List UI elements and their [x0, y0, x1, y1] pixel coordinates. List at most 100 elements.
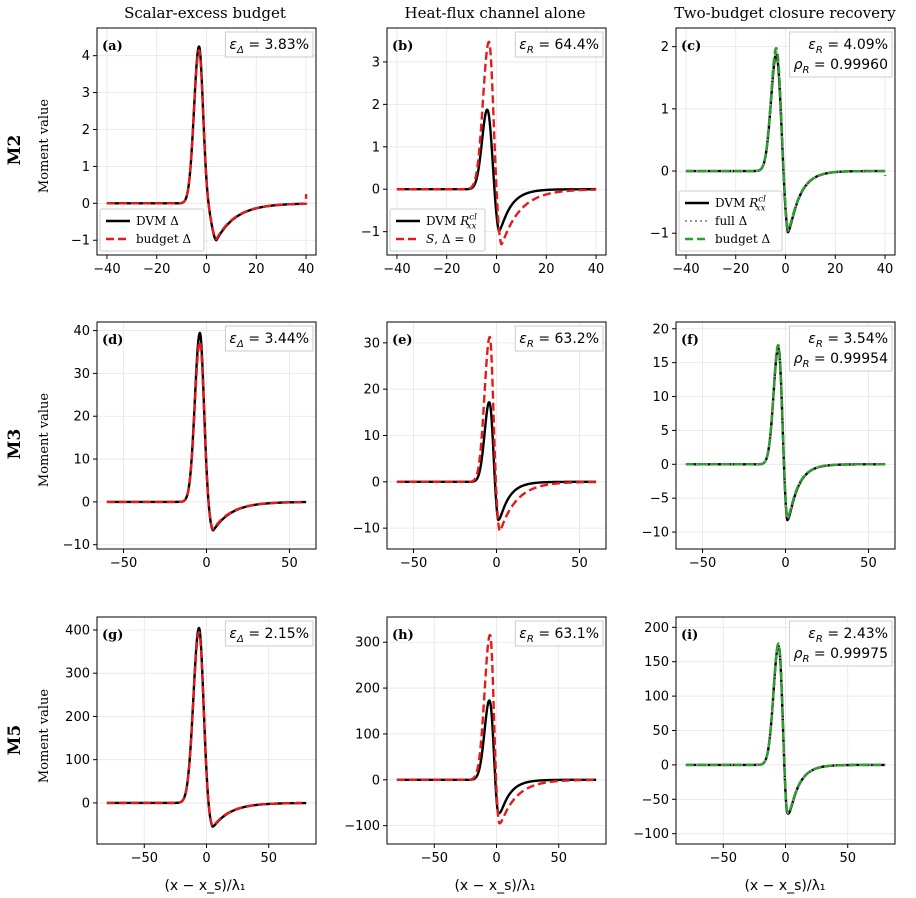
- y-tick-label: 50: [652, 724, 669, 739]
- metric-annotation: εR = 64.4%: [514, 31, 604, 58]
- panel-label: (c): [681, 39, 701, 54]
- x-tick-label: −40: [93, 262, 120, 277]
- x-tick-label: 0: [781, 262, 789, 277]
- y-tick-label: 30: [363, 336, 380, 351]
- panel-label: (i): [681, 628, 698, 643]
- series-line-2: [106, 49, 308, 241]
- annotation-box: [788, 325, 893, 372]
- series-group: [106, 45, 308, 242]
- y-tick-label: −50: [642, 793, 669, 808]
- panel-g: −50 0 50 0 100 200 300 400 (g) εΔ = 2.15%: [65, 616, 317, 866]
- legend-entry: DVM Rcl xx: [426, 213, 477, 232]
- x-axis-label-col-2: (x − x_s)/λ₁: [454, 878, 535, 894]
- row-label-m2: M2: [5, 135, 25, 166]
- x-tick-label: 50: [839, 851, 856, 866]
- series-line-2: [685, 50, 886, 232]
- series-line-2: [106, 631, 307, 828]
- y-tick-label: 300: [65, 667, 90, 682]
- y-tick-label: 100: [644, 690, 669, 705]
- annotation-box: [224, 31, 314, 58]
- y-tick-label: 0: [661, 458, 669, 473]
- series-line-1: [396, 108, 597, 233]
- y-tick-label: −10: [63, 538, 90, 553]
- x-tick-label: 50: [860, 556, 877, 571]
- annotation-line: εΔ = 3.44%: [229, 331, 309, 350]
- x-tick-label: 0: [492, 556, 500, 571]
- y-tick-label: −1: [71, 234, 90, 249]
- x-tick-label: 0: [202, 556, 210, 571]
- annotation-line: εR = 63.1%: [519, 626, 599, 645]
- y-tick-label: 0: [661, 758, 669, 773]
- x-tick-label: 20: [538, 262, 555, 277]
- grid: [97, 617, 316, 844]
- y-tick-label: 3: [372, 55, 380, 70]
- annotation-line: ρR = 0.99960: [794, 57, 888, 76]
- panel-h: −50 0 50 −100 0 100 200 300 (h) εR = 63.1%: [344, 616, 607, 866]
- y-tick-label: 1: [372, 140, 380, 155]
- annotation-box: [224, 620, 314, 647]
- legend-box: [678, 190, 783, 252]
- row-labels: M2 M3 M5: [5, 135, 25, 756]
- x-tick-label: 50: [281, 556, 298, 571]
- legend-entry: DVM Δ: [136, 214, 179, 228]
- legend-box: [389, 208, 486, 252]
- metric-annotation: εR = 63.2%: [514, 325, 604, 352]
- series-line-3: [685, 343, 886, 519]
- metric-annotation: εR = 63.1%: [514, 620, 604, 647]
- metric-annotation: εΔ = 2.15%: [224, 620, 314, 647]
- x-tick-label: −50: [421, 851, 448, 866]
- y-tick-label: −10: [353, 522, 380, 537]
- series-group: [396, 633, 597, 825]
- x-tick-label: −50: [110, 556, 137, 571]
- series-group: [685, 46, 887, 234]
- y-tick-label: −100: [633, 827, 669, 842]
- x-axis-label-col-1: (x − x_s)/λ₁: [164, 878, 245, 894]
- x-tick-label: −20: [433, 262, 460, 277]
- panel-a: −40 −20 0 20 40 −1 0 1 2 3 4 (a) εΔ = 3.83% DVM Δ budg…: [71, 27, 317, 277]
- annotation-line: εR = 64.4%: [519, 37, 599, 56]
- y-axis-label-row-1: Moment value: [37, 99, 52, 194]
- y-tick-label: 20: [73, 410, 90, 425]
- y-tick-label: 0: [372, 475, 380, 490]
- x-tick-label: 20: [827, 262, 844, 277]
- x-tick-label: 50: [571, 556, 588, 571]
- metric-annotation: εR = 3.54%ρR = 0.99954: [788, 325, 893, 372]
- y-tick-label: 100: [355, 727, 380, 742]
- y-tick-label: 0: [661, 165, 669, 180]
- series-group: [396, 40, 597, 246]
- y-tick-label: 20: [363, 383, 380, 398]
- metric-annotation: εΔ = 3.44%: [224, 325, 314, 352]
- y-tick-label: 2: [372, 98, 380, 113]
- y-tick-label: 3: [82, 86, 90, 101]
- x-tick-label: 0: [492, 262, 500, 277]
- x-tick-label: −20: [722, 262, 749, 277]
- metric-annotation: εR = 4.09%ρR = 0.99960: [789, 31, 893, 78]
- y-axis-label-row-3: Moment value: [37, 689, 52, 784]
- legend-entry: S, Δ = 0: [426, 232, 476, 246]
- y-tick-label: 2: [661, 40, 669, 55]
- legend-entry: budget Δ: [715, 232, 771, 246]
- annotation-box: [514, 325, 604, 352]
- x-tick-label: −50: [131, 851, 158, 866]
- y-tick-label: 2: [82, 123, 90, 138]
- annotation-line: εR = 2.43%: [808, 626, 888, 645]
- metric-annotation: εΔ = 3.83%: [224, 31, 314, 58]
- legend-entry: full Δ: [715, 214, 748, 228]
- series-line-2: [685, 345, 886, 520]
- annotation-box: [789, 620, 893, 667]
- x-tick-label: −20: [143, 262, 170, 277]
- x-tick-label: −40: [383, 262, 410, 277]
- x-axis-labels: (x − x_s)/λ₁ (x − x_s)/λ₁ (x − x_s)/λ₁: [164, 878, 825, 894]
- y-tick-label: −1: [650, 227, 669, 242]
- x-tick-label: −50: [400, 556, 427, 571]
- panel-label: (e): [392, 333, 413, 348]
- x-tick-label: −50: [710, 851, 737, 866]
- panel-label: (g): [102, 628, 123, 643]
- y-tick-label: 200: [65, 710, 90, 725]
- y-tick-label: −5: [650, 492, 669, 507]
- panel-label: (f): [681, 333, 699, 348]
- series-line-2: [106, 340, 307, 531]
